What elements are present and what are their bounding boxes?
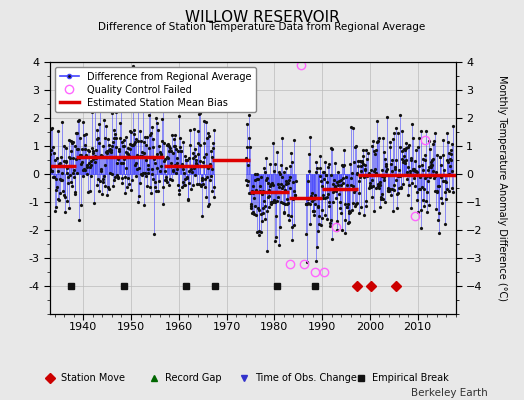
Text: 2010: 2010 <box>403 322 432 332</box>
Text: Time of Obs. Change: Time of Obs. Change <box>255 373 357 383</box>
Text: 1970: 1970 <box>212 322 241 332</box>
Text: 1960: 1960 <box>165 322 193 332</box>
Y-axis label: Monthly Temperature Anomaly Difference (°C): Monthly Temperature Anomaly Difference (… <box>497 75 507 301</box>
Text: 1950: 1950 <box>117 322 145 332</box>
Text: Record Gap: Record Gap <box>165 373 222 383</box>
Text: WILLOW RESERVOIR: WILLOW RESERVOIR <box>184 10 340 25</box>
Text: 2000: 2000 <box>356 322 384 332</box>
Text: 1990: 1990 <box>308 322 336 332</box>
Text: Station Move: Station Move <box>61 373 125 383</box>
Text: Berkeley Earth: Berkeley Earth <box>411 388 487 398</box>
Text: 1940: 1940 <box>69 322 97 332</box>
Text: Difference of Station Temperature Data from Regional Average: Difference of Station Temperature Data f… <box>99 22 425 32</box>
Legend: Difference from Regional Average, Quality Control Failed, Estimated Station Mean: Difference from Regional Average, Qualit… <box>54 67 256 112</box>
Text: 1980: 1980 <box>260 322 288 332</box>
Text: Empirical Break: Empirical Break <box>373 373 449 383</box>
